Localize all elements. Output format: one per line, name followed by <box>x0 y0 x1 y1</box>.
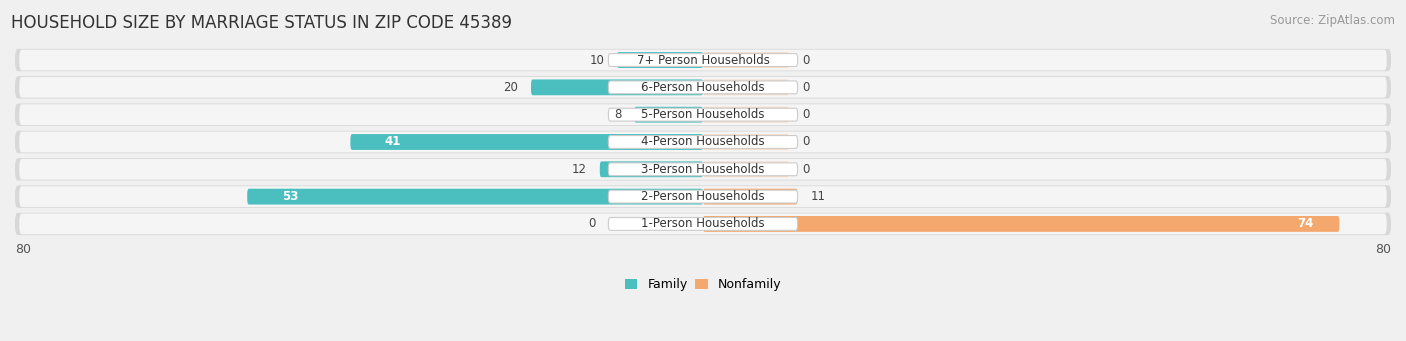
Text: 0: 0 <box>588 218 596 231</box>
FancyBboxPatch shape <box>600 161 703 177</box>
FancyBboxPatch shape <box>609 108 797 121</box>
FancyBboxPatch shape <box>609 54 797 66</box>
FancyBboxPatch shape <box>703 161 789 177</box>
FancyBboxPatch shape <box>20 132 1386 152</box>
FancyBboxPatch shape <box>15 213 1391 235</box>
Text: 0: 0 <box>801 81 810 94</box>
Text: 3-Person Households: 3-Person Households <box>641 163 765 176</box>
Text: 0: 0 <box>801 54 810 66</box>
Text: 7+ Person Households: 7+ Person Households <box>637 54 769 66</box>
Text: 12: 12 <box>572 163 586 176</box>
FancyBboxPatch shape <box>703 189 797 205</box>
Text: 10: 10 <box>589 54 605 66</box>
Text: 2-Person Households: 2-Person Households <box>641 190 765 203</box>
FancyBboxPatch shape <box>20 77 1386 98</box>
FancyBboxPatch shape <box>350 134 703 150</box>
FancyBboxPatch shape <box>15 49 1391 71</box>
FancyBboxPatch shape <box>703 52 789 68</box>
FancyBboxPatch shape <box>609 218 797 230</box>
Text: 0: 0 <box>801 163 810 176</box>
FancyBboxPatch shape <box>609 190 797 203</box>
Text: 41: 41 <box>385 135 401 148</box>
FancyBboxPatch shape <box>20 186 1386 207</box>
FancyBboxPatch shape <box>703 216 1340 232</box>
FancyBboxPatch shape <box>531 79 703 95</box>
Text: 8: 8 <box>614 108 621 121</box>
FancyBboxPatch shape <box>15 131 1391 153</box>
Legend: Family, Nonfamily: Family, Nonfamily <box>624 278 782 291</box>
FancyBboxPatch shape <box>20 104 1386 125</box>
Text: 80: 80 <box>1375 243 1391 256</box>
Text: 4-Person Households: 4-Person Households <box>641 135 765 148</box>
Text: 0: 0 <box>801 108 810 121</box>
FancyBboxPatch shape <box>20 213 1386 234</box>
Text: 0: 0 <box>801 135 810 148</box>
FancyBboxPatch shape <box>15 186 1391 208</box>
FancyBboxPatch shape <box>609 81 797 94</box>
FancyBboxPatch shape <box>703 134 789 150</box>
FancyBboxPatch shape <box>15 103 1391 126</box>
FancyBboxPatch shape <box>634 107 703 122</box>
FancyBboxPatch shape <box>15 158 1391 180</box>
FancyBboxPatch shape <box>609 163 797 176</box>
Text: 1-Person Households: 1-Person Households <box>641 218 765 231</box>
Text: Source: ZipAtlas.com: Source: ZipAtlas.com <box>1270 14 1395 27</box>
Text: 11: 11 <box>810 190 825 203</box>
Text: 20: 20 <box>503 81 517 94</box>
FancyBboxPatch shape <box>703 79 789 95</box>
FancyBboxPatch shape <box>20 50 1386 70</box>
Text: 53: 53 <box>281 190 298 203</box>
Text: HOUSEHOLD SIZE BY MARRIAGE STATUS IN ZIP CODE 45389: HOUSEHOLD SIZE BY MARRIAGE STATUS IN ZIP… <box>11 14 512 32</box>
Text: 6-Person Households: 6-Person Households <box>641 81 765 94</box>
FancyBboxPatch shape <box>247 189 703 205</box>
FancyBboxPatch shape <box>20 159 1386 180</box>
FancyBboxPatch shape <box>617 52 703 68</box>
Text: 74: 74 <box>1298 218 1313 231</box>
Text: 5-Person Households: 5-Person Households <box>641 108 765 121</box>
Text: 80: 80 <box>15 243 31 256</box>
FancyBboxPatch shape <box>15 76 1391 99</box>
FancyBboxPatch shape <box>609 136 797 148</box>
FancyBboxPatch shape <box>703 107 789 122</box>
